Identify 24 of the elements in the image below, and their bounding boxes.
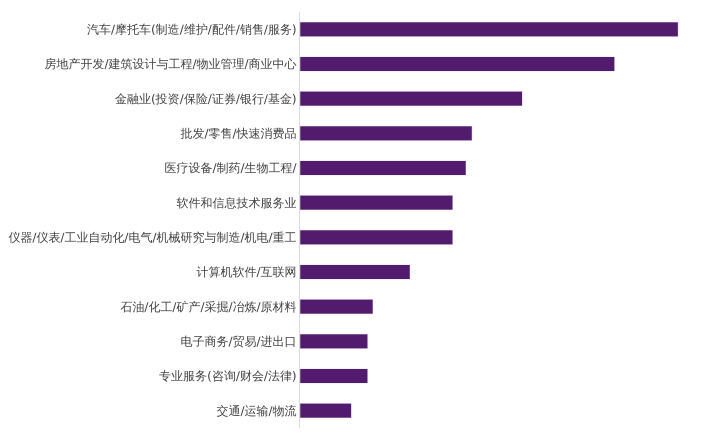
y-tick-label: 汽车/摩托车(制造/维护/配件/销售/服务) [87, 22, 297, 37]
y-tick-label: 软件和信息技术服务业 [176, 196, 297, 210]
bar [300, 195, 453, 210]
bar [300, 299, 374, 314]
y-tick-label: 金融业(投资/保险/证券/银行/基金) [115, 92, 297, 106]
bar [300, 334, 368, 349]
bar [300, 160, 466, 176]
y-tick-label: 电子商务/贸易/进出口 [180, 334, 297, 349]
bar [300, 22, 678, 37]
y-tick-label: 专业服务(咨询/财会/法律) [159, 369, 297, 384]
bar [300, 91, 523, 106]
bar [300, 368, 368, 384]
y-tick-label: 批发/零售/快速消费品 [180, 126, 297, 141]
y-tick-label: 石油/化工/矿产/采掘/冶炼/原材料 [120, 300, 297, 314]
y-tick-label: 交通/运输/物流 [216, 404, 297, 418]
bar [300, 403, 352, 418]
bar [300, 56, 615, 72]
bar [300, 126, 472, 141]
y-tick-label: 仪器/仪表/工业自动化/电气/机械研究与制造/机电/重工 [8, 230, 297, 245]
bar [300, 264, 410, 280]
bar [300, 230, 453, 245]
y-tick-label: 计算机软件/互联网 [196, 265, 297, 280]
y-tick-label: 医疗设备/制药/生物工程/ [164, 161, 298, 176]
y-tick-label: 房地产开发/建筑设计与工程/物业管理/商业中心 [44, 57, 297, 72]
